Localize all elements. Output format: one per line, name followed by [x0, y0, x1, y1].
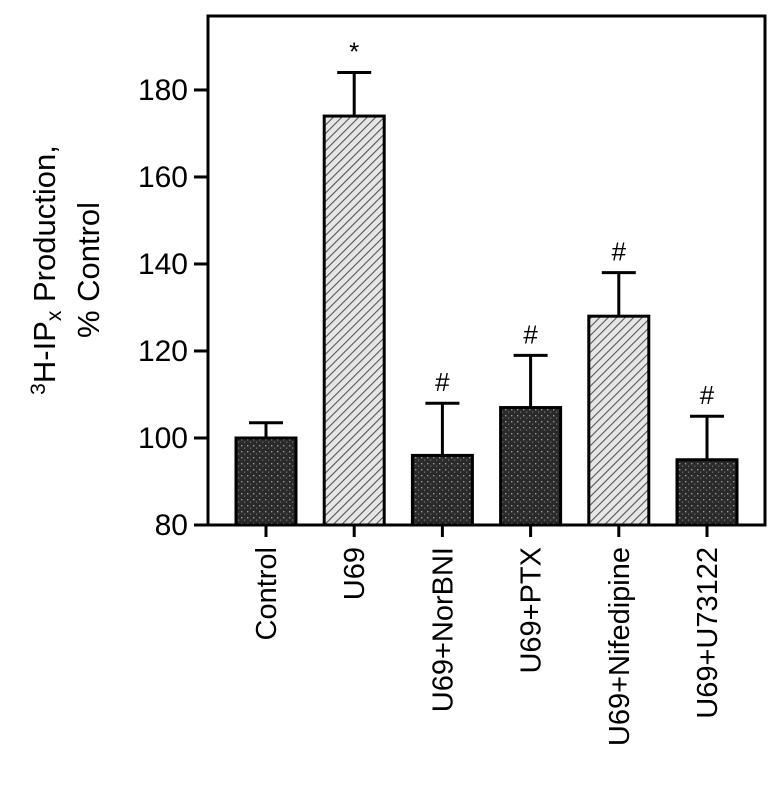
bar	[322, 114, 386, 527]
significance-mark: #	[612, 237, 627, 267]
x-axis: Control U69 U69+NorBNI U69+PTX U69+Nifedipin…	[251, 525, 724, 746]
y-tick-label: 140	[138, 248, 188, 281]
y-axis-label: 3H-IPx Production, % Control	[27, 145, 106, 395]
y-axis: 80 100 120 140 160 180	[138, 74, 208, 542]
bar	[410, 453, 474, 527]
y-tick-label: 180	[138, 74, 188, 107]
y-tick-label: 160	[138, 161, 188, 194]
significance-mark: #	[435, 367, 450, 397]
bars: * # # # #	[234, 37, 739, 527]
x-tick-label: U69	[339, 547, 371, 600]
bar	[499, 406, 563, 527]
bar	[234, 436, 298, 527]
significance-mark: #	[523, 319, 538, 349]
significance-mark: *	[349, 37, 359, 67]
x-tick-label: Control	[251, 547, 283, 641]
x-tick-label: U69+NorBNI	[427, 547, 459, 712]
significance-mark: #	[700, 380, 715, 410]
y-tick-label: 120	[138, 335, 188, 368]
plot-frame	[206, 14, 767, 527]
y-axis-label-line2: % Control	[71, 202, 106, 338]
x-tick-label: U69+PTX	[516, 547, 548, 674]
x-tick-label: U69+Nifedipine	[604, 547, 636, 746]
bar	[675, 458, 739, 527]
y-tick-label: 100	[138, 422, 188, 455]
y-axis-label-line1: 3H-IPx Production,	[27, 145, 66, 395]
y-tick-label: 80	[155, 509, 188, 542]
bar	[587, 314, 651, 527]
x-tick-label: U69+U73122	[692, 547, 724, 719]
